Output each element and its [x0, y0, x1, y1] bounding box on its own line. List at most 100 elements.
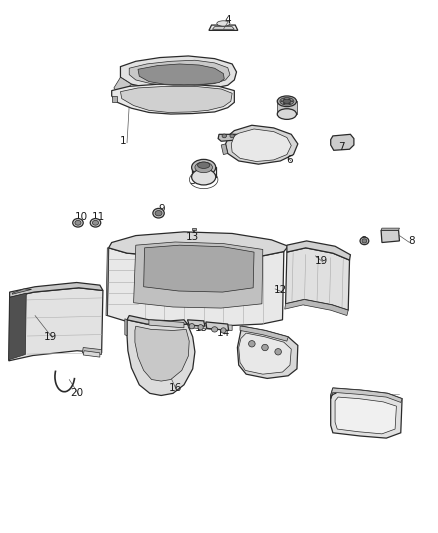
Polygon shape	[112, 84, 234, 114]
Text: 10: 10	[74, 212, 88, 222]
Text: 18: 18	[348, 408, 361, 418]
Polygon shape	[287, 241, 350, 260]
Polygon shape	[134, 242, 263, 308]
Ellipse shape	[212, 327, 218, 332]
Text: 9: 9	[159, 205, 166, 214]
Polygon shape	[231, 129, 291, 161]
Ellipse shape	[275, 349, 281, 355]
Text: 9: 9	[360, 237, 367, 246]
Polygon shape	[120, 56, 237, 90]
Polygon shape	[187, 320, 205, 326]
Polygon shape	[381, 230, 399, 243]
Polygon shape	[83, 351, 100, 357]
Ellipse shape	[195, 162, 212, 173]
Text: 7: 7	[338, 142, 345, 151]
Text: 5: 5	[286, 106, 293, 116]
Ellipse shape	[289, 99, 290, 100]
Ellipse shape	[192, 159, 215, 175]
Polygon shape	[125, 319, 127, 336]
Ellipse shape	[280, 98, 294, 105]
Polygon shape	[114, 77, 131, 96]
Polygon shape	[127, 316, 187, 325]
Polygon shape	[129, 60, 230, 85]
Polygon shape	[107, 248, 284, 326]
Text: 20: 20	[70, 389, 83, 398]
Text: 19: 19	[315, 256, 328, 266]
Polygon shape	[149, 320, 184, 328]
Ellipse shape	[249, 341, 255, 347]
Polygon shape	[9, 293, 26, 360]
Ellipse shape	[230, 134, 234, 138]
Ellipse shape	[283, 99, 285, 100]
Polygon shape	[239, 333, 291, 374]
Polygon shape	[381, 228, 399, 230]
Polygon shape	[286, 248, 350, 310]
Text: 13: 13	[186, 232, 199, 242]
Polygon shape	[218, 134, 241, 141]
Ellipse shape	[283, 99, 291, 103]
Polygon shape	[188, 322, 232, 330]
Polygon shape	[9, 288, 103, 361]
Text: 12: 12	[274, 286, 287, 295]
Ellipse shape	[261, 344, 268, 351]
Polygon shape	[331, 388, 402, 402]
Polygon shape	[209, 25, 238, 30]
Polygon shape	[192, 228, 196, 230]
Text: 19: 19	[44, 332, 57, 342]
Polygon shape	[277, 101, 297, 114]
Ellipse shape	[281, 101, 283, 102]
Ellipse shape	[360, 237, 369, 245]
Polygon shape	[226, 125, 298, 164]
Ellipse shape	[198, 162, 210, 168]
Polygon shape	[331, 134, 354, 150]
Polygon shape	[285, 300, 348, 316]
Ellipse shape	[155, 211, 162, 216]
Polygon shape	[206, 322, 229, 330]
Polygon shape	[144, 245, 254, 292]
Text: 11: 11	[92, 212, 105, 222]
Polygon shape	[82, 348, 102, 354]
Ellipse shape	[362, 239, 367, 243]
Text: 1: 1	[119, 136, 126, 146]
Polygon shape	[109, 232, 288, 258]
Ellipse shape	[90, 219, 101, 227]
Text: 4: 4	[224, 15, 231, 25]
Polygon shape	[240, 326, 288, 341]
Polygon shape	[106, 248, 109, 316]
Text: 6: 6	[286, 155, 293, 165]
Polygon shape	[237, 326, 298, 378]
Ellipse shape	[222, 134, 226, 138]
Text: 22: 22	[232, 135, 245, 144]
Ellipse shape	[153, 208, 164, 218]
Text: 3: 3	[189, 176, 196, 186]
Polygon shape	[221, 144, 228, 155]
Polygon shape	[138, 64, 224, 85]
Polygon shape	[335, 397, 396, 434]
Polygon shape	[112, 96, 117, 102]
Ellipse shape	[189, 324, 194, 329]
Ellipse shape	[283, 103, 285, 104]
Ellipse shape	[221, 328, 226, 333]
Text: 17: 17	[256, 343, 269, 352]
Ellipse shape	[92, 221, 99, 225]
Ellipse shape	[289, 103, 290, 104]
Ellipse shape	[217, 21, 230, 26]
Ellipse shape	[73, 219, 83, 227]
Ellipse shape	[198, 325, 203, 330]
Text: 14: 14	[217, 328, 230, 337]
Polygon shape	[331, 388, 402, 438]
Ellipse shape	[75, 221, 81, 225]
Text: 16: 16	[169, 383, 182, 393]
Polygon shape	[10, 282, 103, 297]
Polygon shape	[212, 27, 234, 29]
Text: 15: 15	[195, 323, 208, 333]
Text: 2: 2	[137, 94, 144, 103]
Ellipse shape	[277, 96, 297, 107]
Polygon shape	[135, 326, 189, 381]
Ellipse shape	[277, 109, 297, 119]
Ellipse shape	[291, 101, 293, 102]
Polygon shape	[12, 289, 32, 294]
Ellipse shape	[192, 169, 215, 185]
Polygon shape	[120, 86, 232, 112]
Text: 8: 8	[408, 236, 415, 246]
